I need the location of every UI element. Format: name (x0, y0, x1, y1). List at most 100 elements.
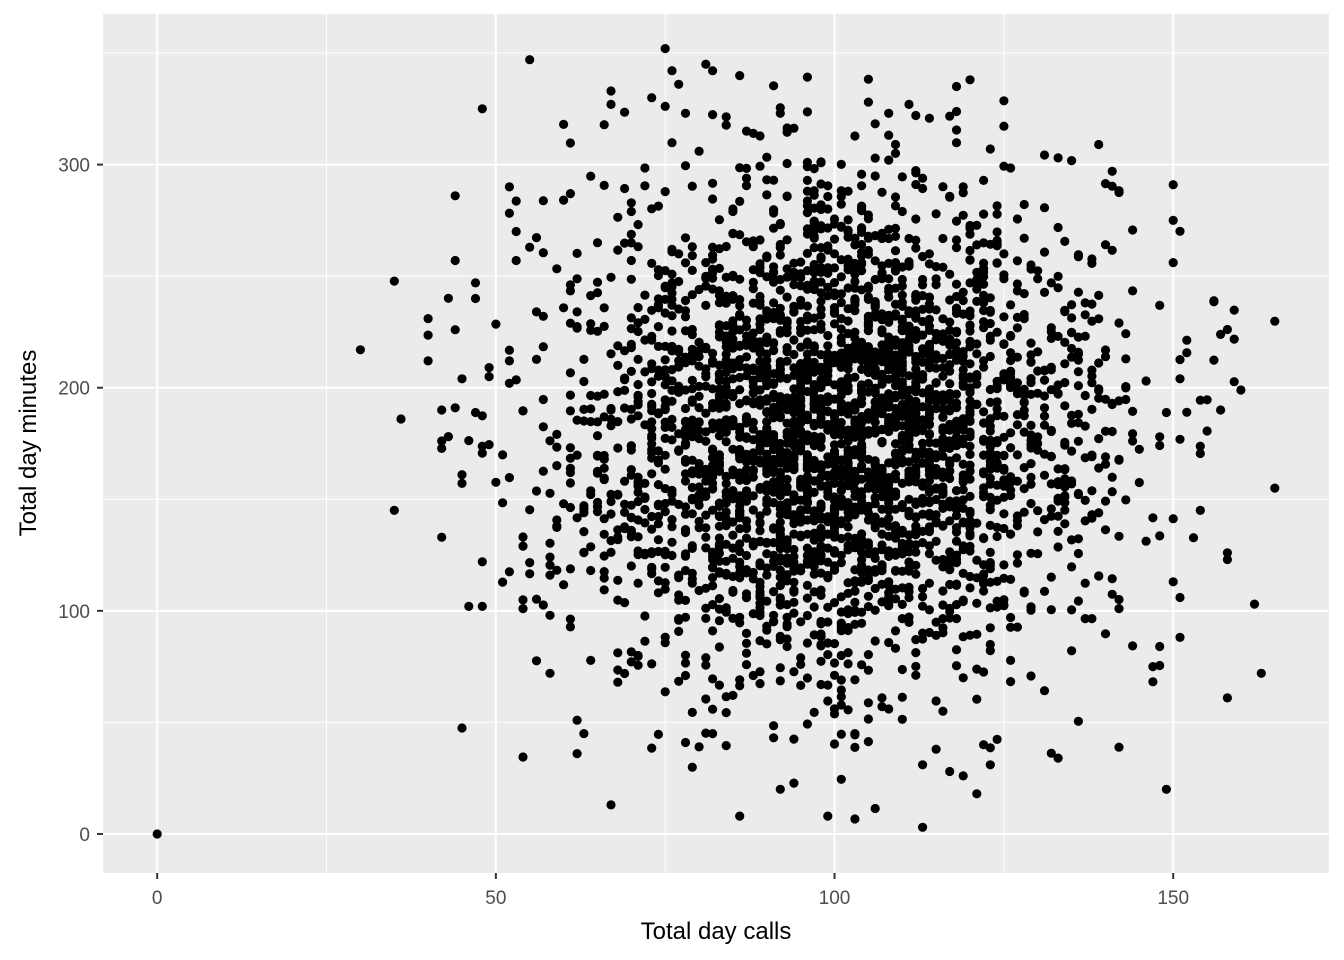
scatter-point (728, 229, 738, 239)
scatter-point (1026, 389, 1036, 399)
scatter-point (647, 377, 657, 387)
scatter-point (728, 613, 738, 624)
scatter-point (931, 350, 941, 360)
scatter-point (1080, 310, 1090, 320)
scatter-point (606, 547, 616, 558)
scatter-point (904, 394, 914, 404)
scatter-point (789, 490, 799, 500)
scatter-point (890, 148, 901, 158)
scatter-point (1012, 256, 1023, 266)
scatter-point (538, 422, 548, 432)
scatter-point (1155, 660, 1165, 671)
scatter-point (850, 541, 860, 551)
scatter-point (1107, 245, 1117, 255)
scatter-point (613, 387, 623, 397)
scatter-point (965, 245, 975, 256)
scatter-point (782, 343, 792, 353)
scatter-point (918, 445, 928, 455)
scatter-point (1006, 529, 1016, 539)
scatter-point (755, 291, 765, 302)
scatter-point (1094, 290, 1104, 300)
scatter-point (809, 357, 819, 367)
scatter-point (653, 322, 664, 332)
scatter-point (972, 598, 982, 608)
scatter-point (511, 196, 521, 206)
scatter-point (613, 525, 623, 535)
scatter-point (504, 182, 514, 192)
scatter-point (1249, 599, 1260, 609)
scatter-point (538, 342, 548, 352)
scatter-point (958, 182, 968, 192)
scatter-point (965, 571, 975, 582)
scatter-point (694, 482, 704, 492)
scatter-point (708, 547, 718, 557)
scatter-point (701, 364, 711, 374)
scatter-point (802, 550, 813, 561)
scatter-point (708, 284, 718, 294)
scatter-point (775, 784, 785, 794)
scatter-point (992, 201, 1002, 211)
scatter-point (694, 464, 704, 474)
scatter-point (938, 390, 948, 400)
scatter-point (884, 356, 894, 366)
scatter-point (714, 321, 725, 331)
scatter-point (850, 469, 860, 480)
scatter-point (979, 570, 989, 581)
scatter-point (1039, 375, 1050, 385)
scatter-point (911, 547, 921, 557)
scatter-point (775, 517, 785, 527)
scatter-point (504, 208, 514, 218)
scatter-point (911, 168, 921, 178)
scatter-point (816, 288, 826, 298)
scatter-point (728, 392, 738, 402)
scatter-point (829, 670, 840, 680)
scatter-point (931, 510, 941, 520)
scatter-point (951, 291, 962, 302)
scatter-point (735, 432, 745, 442)
scatter-point (647, 363, 657, 374)
scatter-point (802, 580, 813, 591)
scatter-point (518, 604, 528, 614)
scatter-point (979, 297, 989, 308)
scatter-point (863, 698, 874, 708)
scatter-point (504, 473, 514, 483)
scatter-point (992, 436, 1002, 446)
scatter-point (965, 255, 975, 265)
scatter-point (565, 286, 576, 296)
scatter-point (945, 111, 955, 121)
scatter-point (735, 196, 745, 206)
scatter-point (450, 255, 460, 266)
scatter-point (701, 603, 711, 613)
scatter-point (755, 373, 765, 383)
scatter-point (890, 266, 901, 276)
scatter-point (782, 448, 792, 458)
scatter-point (911, 427, 921, 437)
scatter-point (897, 614, 907, 624)
scatter-point (741, 550, 752, 561)
scatter-point (477, 104, 487, 114)
scatter-point (1114, 318, 1124, 328)
scatter-point (741, 340, 752, 350)
scatter-point (626, 441, 636, 451)
scatter-point (714, 511, 725, 521)
scatter-point (1094, 463, 1104, 473)
scatter-point (870, 424, 880, 434)
scatter-point (687, 356, 697, 366)
scatter-point (836, 550, 846, 560)
scatter-point (816, 408, 826, 418)
scatter-point (626, 339, 636, 349)
scatter-point (823, 573, 833, 583)
scatter-point (660, 550, 670, 560)
scatter-point (775, 474, 785, 484)
scatter-point (1046, 511, 1056, 521)
scatter-point (504, 345, 514, 355)
scatter-point (1121, 329, 1131, 339)
scatter-point (728, 204, 738, 214)
scatter-point (829, 263, 840, 273)
scatter-point (1046, 426, 1056, 437)
scatter-point (620, 598, 630, 608)
scatter-point (1053, 477, 1063, 487)
scatter-point (979, 492, 989, 502)
scatter-point (1039, 203, 1050, 213)
scatter-point (911, 521, 921, 531)
